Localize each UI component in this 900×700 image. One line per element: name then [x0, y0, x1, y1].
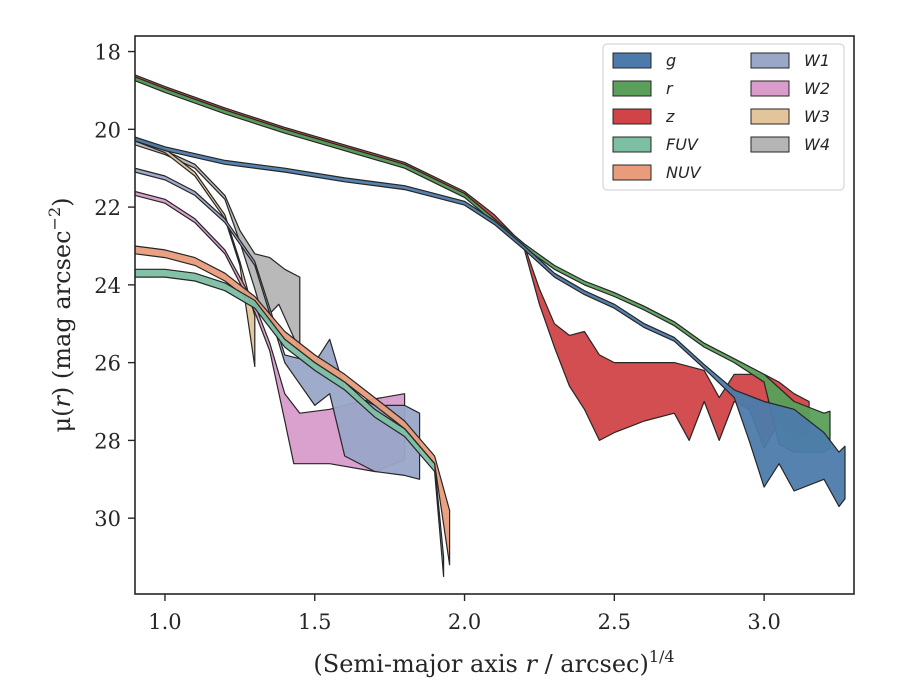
legend-label-z: z	[665, 107, 675, 126]
legend-swatch-r	[612, 80, 652, 97]
band-w1	[135, 167, 421, 480]
y-tick-label: 28	[94, 429, 121, 453]
legend-label-w3: W3	[804, 107, 830, 126]
legend-label-fuv: FUV	[666, 135, 699, 154]
y-tick-label: 30	[94, 507, 121, 531]
legend-label-w1: W1	[804, 51, 830, 70]
plot-frame	[134, 35, 855, 595]
legend-swatch-fuv	[612, 136, 652, 153]
legend-label-w4: W4	[804, 135, 830, 154]
band-nuv	[135, 245, 451, 566]
legend-swatch-z	[612, 108, 652, 125]
legend-label-g: g	[666, 51, 676, 70]
y-tick-label: 24	[94, 274, 121, 298]
band-g	[135, 136, 846, 508]
x-tick-label: 1.5	[298, 610, 331, 634]
y-tick-label: 22	[94, 196, 121, 220]
y-tick-label: 26	[94, 352, 121, 376]
y-tick-label: 18	[94, 41, 121, 65]
y-axis-label: μ(r) (mag arcsec−2)	[45, 197, 76, 432]
x-tick-label: 3.0	[747, 610, 780, 634]
legend-swatch-w2	[750, 80, 790, 97]
band-fuv	[135, 268, 445, 578]
legend-swatch-w1	[750, 52, 790, 69]
y-tick-label: 20	[94, 118, 121, 142]
x-tick-label: 1.0	[148, 610, 181, 634]
legend: grz FUV NUV W1 W2 W3 W4	[602, 43, 845, 191]
x-tick-label: 2.0	[448, 610, 481, 634]
axis-ticks: 1.0 1.5 2.0 2.5 3.0 18 20 22 24 26 28 30	[94, 41, 781, 634]
x-tick-label: 2.5	[598, 610, 631, 634]
legend-swatch-w3	[750, 108, 790, 125]
legend-label-r: r	[666, 79, 674, 98]
legend-swatch-nuv	[612, 164, 652, 181]
x-axis-label: (Semi-major axis r / arcsec)1/4	[313, 647, 674, 678]
plot-bands	[135, 74, 846, 578]
legend-swatch-g	[612, 52, 652, 69]
legend-swatch-w4	[750, 136, 790, 153]
legend-label-w2: W2	[804, 79, 830, 98]
band-w3	[135, 136, 256, 368]
legend-label-nuv: NUV	[666, 163, 702, 182]
